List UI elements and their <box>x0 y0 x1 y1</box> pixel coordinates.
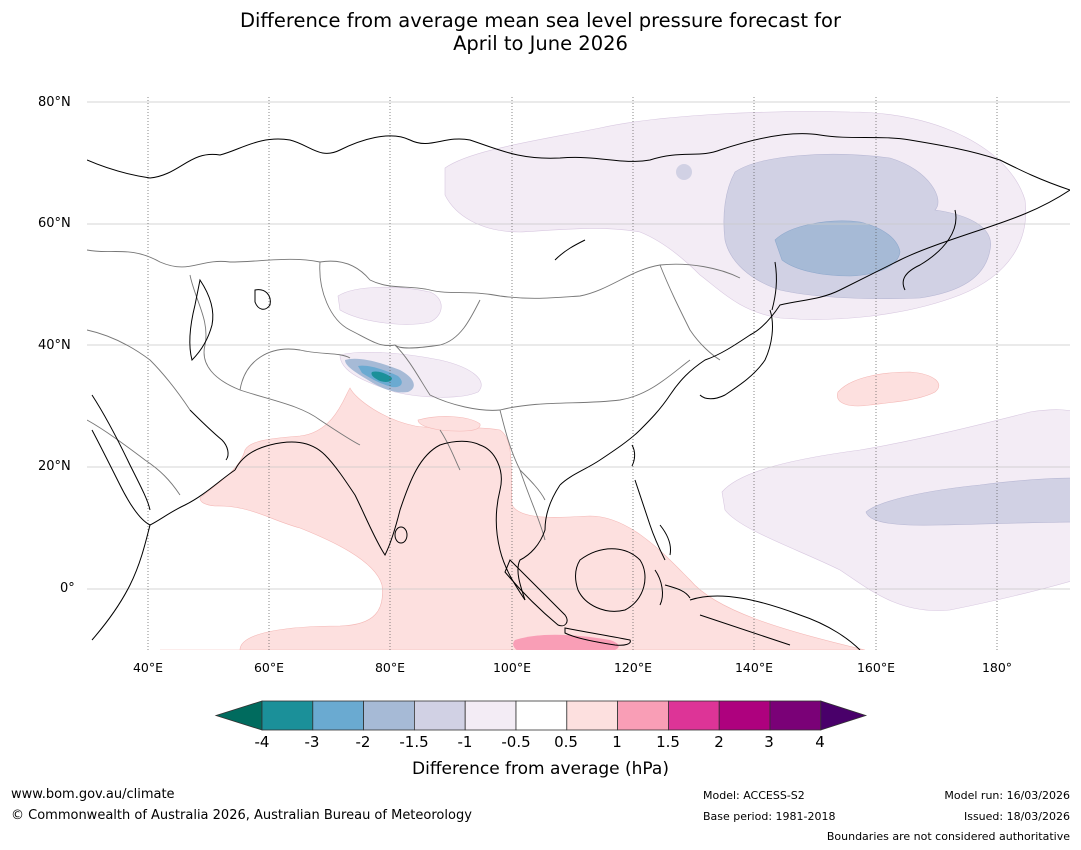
africa-coast <box>91 524 151 641</box>
chart-title: Difference from average mean sea level p… <box>0 9 1081 55</box>
japan <box>699 309 773 400</box>
colorbar-tick: 1.5 <box>656 733 680 751</box>
tropical-pacific-negative <box>865 477 1070 526</box>
lon-label-100e: 100°E <box>492 660 531 675</box>
colorbar-swatch <box>718 700 771 731</box>
country-borders <box>87 249 741 541</box>
sri-lanka <box>394 526 408 544</box>
colorbar-tick: -2 <box>355 733 371 751</box>
colorbar-label: Difference from average (hPa) <box>412 759 669 779</box>
caspian-sea <box>189 278 214 361</box>
lon-label-60e: 60°E <box>253 660 285 675</box>
colorbar-swatches <box>214 700 868 731</box>
east-asia-coast <box>559 189 1070 486</box>
tibet-negative-core <box>371 371 392 382</box>
borneo <box>575 548 646 612</box>
colorbar-swatch <box>261 700 314 731</box>
java-sea-positive <box>513 634 619 650</box>
bangladesh-positive <box>417 416 481 432</box>
indian-ocean-positive <box>160 387 866 650</box>
colorbar-swatch <box>566 700 618 731</box>
model-run-date: Model run: 16/03/2026 <box>944 789 1070 802</box>
colorbar-extend-low <box>214 700 263 731</box>
colorbar-swatch <box>769 700 822 731</box>
boundaries-disclaimer: Boundaries are not considered authoritat… <box>826 830 1070 843</box>
east-siberia-negative-spot <box>676 164 692 180</box>
title-line-1: Difference from average mean sea level p… <box>240 9 841 32</box>
sakhalin <box>771 261 777 311</box>
philippines <box>634 479 671 561</box>
sumatra <box>504 559 568 627</box>
colorbar-swatch <box>312 700 364 731</box>
lon-label-120e: 120°E <box>613 660 652 675</box>
colorbar-swatch <box>668 700 720 731</box>
issued-date: Issued: 18/03/2026 <box>963 810 1070 823</box>
aral-sea <box>254 289 271 310</box>
colorbar-tick: -1.5 <box>399 733 429 751</box>
indochina-coast <box>517 484 561 601</box>
lon-label-140e: 140°E <box>734 660 773 675</box>
persian-gulf <box>189 409 229 461</box>
amur-negative <box>774 220 901 277</box>
anomaly-fields <box>160 111 1070 650</box>
colorbar-tick: -1 <box>457 733 473 751</box>
java <box>564 627 631 646</box>
coastlines <box>87 133 1070 650</box>
lat-label-80n: 80°N <box>38 95 71 110</box>
base-period: Base period: 1981-2018 <box>703 810 836 823</box>
lon-label-160e: 160°E <box>856 660 895 675</box>
sulawesi <box>654 569 691 606</box>
model-name: Model: ACCESS-S2 <box>703 789 805 802</box>
colorbar-tick: 3 <box>764 733 774 751</box>
colorbar-swatch <box>515 700 568 731</box>
new-guinea <box>689 595 861 650</box>
colorbar-swatch <box>413 700 466 731</box>
colorbar-tick: 1 <box>612 733 622 751</box>
colorbar-tick: 2 <box>714 733 724 751</box>
lat-label-0: 0° <box>60 581 75 596</box>
lon-label-80e: 80°E <box>374 660 406 675</box>
arctic-coast <box>87 133 1070 191</box>
map-content <box>87 97 1070 650</box>
colorbar-tick: -0.5 <box>501 733 531 751</box>
copyright-text: © Commonwealth of Australia 2026, Austra… <box>11 808 472 823</box>
north-pacific-positive <box>837 371 940 407</box>
gridlines <box>87 101 1070 590</box>
taiwan <box>631 444 636 467</box>
colorbar-tick: -3 <box>304 733 320 751</box>
lat-label-60n: 60°N <box>38 216 71 231</box>
bay-of-bengal-coast <box>234 440 526 601</box>
colorbar-extend-high <box>820 700 868 731</box>
title-line-2: April to June 2026 <box>453 32 628 55</box>
colorbar-tick: 4 <box>815 733 825 751</box>
kazakh-weak-negative <box>337 286 442 325</box>
lon-label-180: 180° <box>981 660 1013 675</box>
colorbar-tick: 0.5 <box>554 733 578 751</box>
colorbar-tick: -4 <box>254 733 270 751</box>
lat-label-40n: 40°N <box>38 338 71 353</box>
colorbar-swatch <box>617 700 669 731</box>
lake-baikal <box>554 239 586 261</box>
kamchatka <box>902 209 957 291</box>
lat-label-20n: 20°N <box>38 459 71 474</box>
colorbar-swatch <box>363 700 415 731</box>
website-link[interactable]: www.bom.gov.au/climate <box>11 787 175 802</box>
lon-label-40e: 40°E <box>132 660 164 675</box>
red-sea <box>91 394 151 511</box>
colorbar-swatch <box>464 700 517 731</box>
